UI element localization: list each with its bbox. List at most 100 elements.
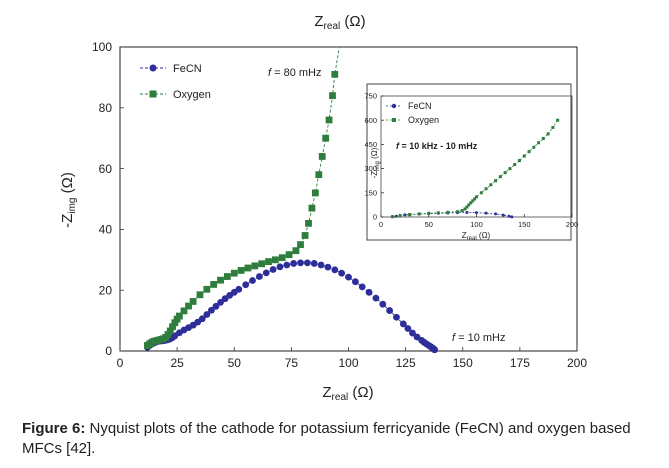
main-fecn-point	[242, 281, 250, 289]
inset-oxygen-point	[446, 210, 450, 214]
main-oxygen-point	[258, 260, 266, 268]
main-fecn-point	[431, 346, 439, 354]
main-fecn-point	[409, 329, 416, 337]
main-fecn-point	[235, 285, 243, 293]
inset-legend-fecn-label: FeCN	[408, 101, 432, 111]
main-fecn-point	[358, 283, 366, 291]
main-oxygen-point	[169, 323, 176, 331]
main-fecn-point	[217, 298, 224, 306]
inset-oxygen-point	[503, 171, 507, 175]
inset-oxygen-point	[508, 167, 512, 171]
main-oxygen-point	[278, 254, 286, 262]
inset-oxygen-point	[390, 215, 394, 219]
main-y-axis-label: -Zimg (Ω)	[59, 172, 78, 228]
main-oxygen-point	[331, 70, 339, 78]
inset-oxygen-point	[471, 199, 475, 203]
main-annotation-80mhz: f = 80 mHz	[268, 67, 322, 79]
inset-oxygen-point	[541, 136, 545, 140]
main-series-layer	[144, 46, 439, 354]
main-fecn-point	[331, 266, 339, 274]
main-oxygen-point	[171, 319, 179, 327]
inset-x-tick-label: 150	[518, 220, 531, 229]
main-xlabel-sub: real	[332, 392, 349, 403]
main-top-label-unit: (Ω)	[340, 13, 365, 30]
main-xlabel-main: Z	[322, 384, 331, 401]
main-fecn-point	[324, 263, 332, 271]
inset-x-axis-label: Zreal (Ω)	[462, 231, 491, 242]
main-oxygen-point	[164, 331, 172, 338]
main-oxygen-point	[292, 247, 300, 255]
main-y-tick-label: 80	[99, 101, 113, 115]
inset-fecn-point	[501, 213, 505, 217]
inset-y-tick-label: 300	[364, 164, 377, 173]
inset-y-tick-label: 750	[364, 92, 377, 101]
inset-oxygen-point	[513, 163, 517, 167]
inset-x-tick-label: 100	[470, 220, 483, 229]
caption-text: Nyquist plots of the cathode for potassi…	[22, 420, 631, 457]
inset-oxygen-point	[498, 175, 502, 179]
main-annotation-10mhz-f: f	[452, 332, 456, 344]
main-fecn-point	[276, 263, 284, 271]
main-oxygen-point	[297, 241, 304, 248]
inset-oxygen-point	[494, 179, 498, 183]
main-top-label-main: Z	[314, 13, 323, 30]
inset-oxygen-point	[427, 211, 431, 215]
main-oxygen-point	[301, 232, 309, 239]
inset-xlabel-sub: real	[467, 236, 477, 242]
inset-legend-oxygen-marker	[392, 118, 396, 122]
inset-legend-oxygen-label: Oxygen	[408, 115, 439, 125]
inset-oxygen-point	[473, 197, 477, 201]
main-oxygen-point	[315, 171, 323, 179]
main-oxygen-point	[325, 116, 333, 124]
main-annotation-80mhz-f: f	[268, 67, 272, 79]
main-fecn-point	[208, 306, 215, 314]
inset-y-tick-label: 450	[364, 140, 377, 149]
main-oxygen-point	[251, 262, 259, 270]
main-oxygen-point	[329, 92, 336, 100]
main-fecn-point	[404, 325, 412, 332]
caption-label: Figure 6:	[22, 420, 86, 437]
inset-ylabel-unit: (Ω)	[370, 147, 379, 161]
main-x-tick-label: 50	[228, 356, 242, 370]
main-fecn-point	[290, 260, 298, 267]
main-ylabel-sub: img	[67, 198, 78, 214]
main-oxygen-point	[189, 298, 197, 305]
inset-oxygen-point	[484, 187, 488, 191]
main-legend-oxygen-label: Oxygen	[173, 89, 211, 101]
main-fecn-point	[212, 302, 220, 310]
main-fecn-point	[338, 269, 346, 277]
main-x-tick-label: 125	[396, 356, 416, 370]
main-oxygen-point	[210, 281, 218, 288]
inset-x-tick-label: 0	[379, 220, 383, 229]
inset-oxygen-point	[556, 118, 560, 122]
main-oxygen-point	[176, 312, 183, 320]
inset-legend-fecn-marker	[391, 103, 397, 109]
main-x-axis-label: Zreal (Ω)	[322, 384, 373, 403]
main-fecn-point	[297, 259, 304, 267]
main-fecn-point	[399, 320, 407, 328]
main-legend-oxygen-marker	[149, 90, 157, 98]
inset-oxygen-point	[469, 201, 473, 205]
main-ylabel-unit: (Ω)	[59, 172, 76, 197]
main-y-tick-label: 60	[99, 162, 113, 176]
inset-oxygen-point	[532, 145, 536, 149]
main-xlabel-unit: (Ω)	[348, 384, 373, 401]
main-fecn-point	[303, 259, 311, 267]
inset-series-layer	[390, 118, 560, 219]
inset-fecn-point	[494, 212, 498, 216]
main-fecn-point	[345, 273, 352, 281]
main-oxygen-point	[223, 273, 231, 280]
main-oxygen-point	[322, 134, 330, 142]
main-oxygen-point	[308, 204, 316, 212]
main-oxygen-point	[166, 327, 174, 335]
main-oxygen-point	[318, 153, 326, 160]
main-oxygen-point	[285, 251, 293, 259]
main-oxygen-point	[311, 189, 319, 197]
main-x-tick-label: 200	[567, 356, 587, 370]
main-oxygen-point	[244, 264, 252, 272]
main-fecn-point	[283, 261, 291, 269]
inset-oxygen-point	[489, 183, 493, 187]
inset-oxygen-point	[517, 159, 521, 163]
main-y-tick-label: 0	[105, 344, 112, 358]
inset-oxygen-point	[465, 205, 469, 209]
